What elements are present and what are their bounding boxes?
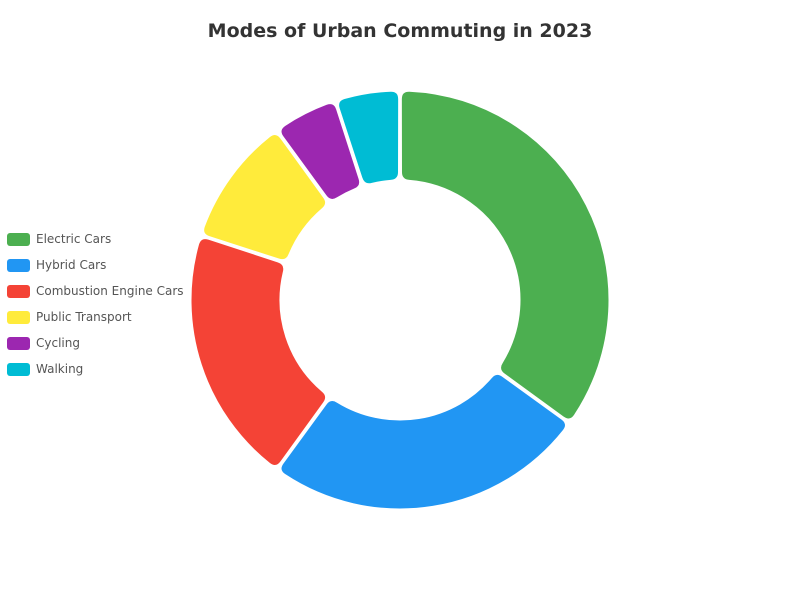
legend-label: Combustion Engine Cars	[36, 284, 184, 298]
slice-public-transport[interactable]	[203, 134, 327, 261]
legend-swatch	[7, 310, 30, 324]
legend-swatch	[7, 232, 30, 246]
legend-label: Electric Cars	[36, 232, 112, 246]
chart-legend: Electric Cars Hybrid Cars Combustion Engin…	[7, 226, 184, 382]
slice-hybrid-cars[interactable]	[280, 373, 566, 510]
legend-swatch	[7, 258, 30, 272]
legend-item-public-transport[interactable]: Public Transport	[7, 304, 184, 330]
legend-item-cycling[interactable]: Cycling	[7, 330, 184, 356]
slice-electric-cars[interactable]	[400, 90, 610, 420]
legend-swatch	[7, 284, 30, 298]
slice-combustion-engine-cars[interactable]	[190, 238, 327, 466]
legend-label: Cycling	[36, 336, 80, 350]
legend-swatch	[7, 362, 30, 376]
legend-label: Hybrid Cars	[36, 258, 107, 272]
legend-item-electric-cars[interactable]: Electric Cars	[7, 226, 184, 252]
legend-item-combustion-engine-cars[interactable]: Combustion Engine Cars	[7, 278, 184, 304]
slice-walking[interactable]	[338, 90, 400, 185]
legend-label: Public Transport	[36, 310, 132, 324]
legend-item-hybrid-cars[interactable]: Hybrid Cars	[7, 252, 184, 278]
legend-item-walking[interactable]: Walking	[7, 356, 184, 382]
legend-label: Walking	[36, 362, 84, 376]
legend-swatch	[7, 336, 30, 350]
slice-cycling[interactable]	[280, 103, 361, 200]
chart-title: Modes of Urban Commuting in 2023	[207, 20, 593, 42]
